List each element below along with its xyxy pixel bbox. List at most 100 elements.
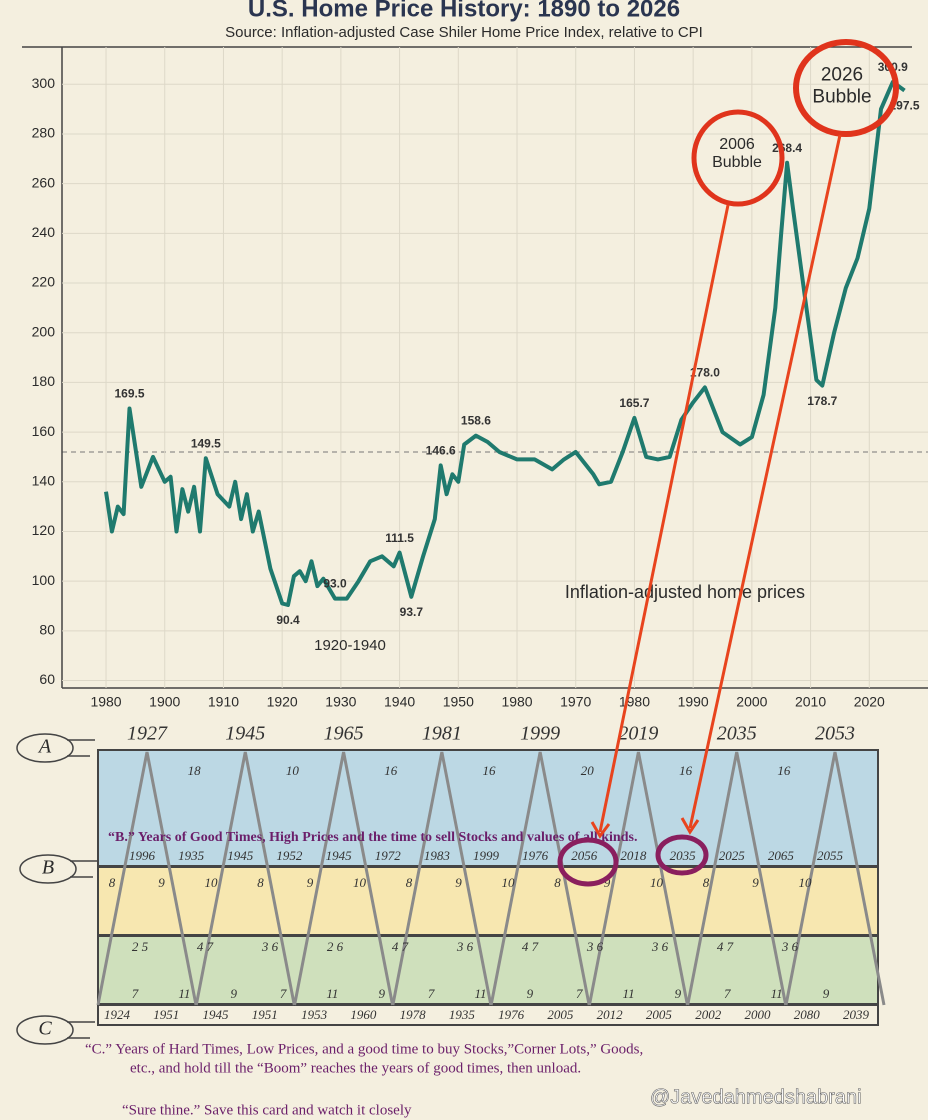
footer: “Sure thine.” Save this card and watch i…	[122, 1102, 412, 1118]
b-years: 1999	[473, 848, 500, 863]
chart-subtitle: Source: Inflation-adjusted Case Shiler H…	[225, 24, 703, 41]
yellow-numbers: 10	[650, 875, 664, 890]
bubble-circle	[793, 39, 899, 137]
b-years: 2056	[571, 848, 598, 863]
x-tick-label: 1900	[149, 694, 180, 710]
c-years: 1976	[498, 1007, 525, 1022]
band-c	[97, 1004, 879, 1026]
x-tick-label: 1950	[443, 694, 474, 710]
annotation: 2026 Bubble	[812, 64, 871, 107]
green-bottom: 11	[326, 986, 338, 1001]
a-year: 1965	[324, 723, 364, 745]
green-pairs: 2 6	[327, 939, 344, 954]
a-year: 1927	[127, 723, 168, 745]
c-years: 2012	[597, 1007, 624, 1022]
green-bottom: 11	[623, 986, 635, 1001]
b-years: 1945	[227, 848, 254, 863]
green-bottom: 7	[132, 986, 139, 1001]
x-tick-label: 1990	[678, 694, 709, 710]
c-years: 2002	[695, 1007, 722, 1022]
y-tick-label: 240	[32, 224, 56, 240]
a-duration: 16	[679, 763, 693, 778]
chart-title: U.S. Home Price History: 1890 to 2026	[248, 0, 680, 22]
y-tick-label: 180	[32, 373, 56, 389]
green-bottom: 9	[527, 986, 534, 1001]
c-years: 1978	[400, 1007, 427, 1022]
green-bottom: 7	[280, 986, 287, 1001]
a-duration: 16	[384, 763, 398, 778]
c-text: etc., and hold till the “Boom” reaches t…	[130, 1060, 581, 1076]
x-tick-label: 2020	[854, 694, 885, 710]
green-bottom: 7	[724, 986, 731, 1001]
a-year: 2035	[717, 723, 757, 745]
a-duration: 16	[777, 763, 791, 778]
x-tick-label: 1920	[267, 694, 298, 710]
c-years: 2080	[794, 1007, 821, 1022]
green-pairs: 4 7	[522, 939, 539, 954]
c-years: 1945	[203, 1007, 230, 1022]
c-years: 2005	[646, 1007, 673, 1022]
a-year: 2019	[618, 723, 658, 745]
row-pointer	[70, 860, 98, 878]
b-years: 1945	[326, 848, 353, 863]
x-tick-label: 1940	[384, 694, 415, 710]
a-duration: 16	[483, 763, 497, 778]
green-pairs: 3 6	[781, 939, 799, 954]
yellow-numbers: 8	[406, 875, 413, 890]
cycle-zigzag	[391, 751, 493, 1006]
y-tick-label: 120	[32, 522, 56, 538]
yellow-numbers: 9	[158, 875, 165, 890]
cycle-zigzag	[784, 751, 886, 1006]
y-tick-label: 220	[32, 274, 56, 290]
green-pairs: 2 5	[132, 939, 149, 954]
yellow-numbers: 9	[307, 875, 314, 890]
row-pointer	[67, 1021, 95, 1039]
row-label: C	[38, 1018, 52, 1040]
y-tick-label: 100	[32, 572, 56, 588]
watermark: @Javedahmedshabrani	[650, 1086, 862, 1108]
green-bottom: 9	[823, 986, 830, 1001]
green-bottom: 7	[576, 986, 583, 1001]
highlight-circle	[655, 834, 709, 876]
arrow-head	[680, 817, 700, 835]
c-years: 2000	[744, 1007, 771, 1022]
green-bottom: 9	[230, 986, 237, 1001]
data-label: 158.6	[461, 414, 491, 428]
data-label: 93.7	[400, 605, 424, 619]
b-years: 1983	[424, 848, 451, 863]
cycle-zigzag	[96, 751, 198, 1006]
cycle-zigzag	[489, 751, 591, 1006]
a-duration: 10	[286, 763, 300, 778]
row-pointer	[19, 854, 77, 884]
arrow	[688, 134, 842, 829]
y-tick-label: 260	[32, 174, 56, 190]
c-years: 1951	[153, 1007, 179, 1022]
y-tick-label: 60	[39, 671, 55, 687]
green-bottom: 11	[771, 986, 783, 1001]
row-label: A	[37, 736, 52, 758]
yellow-numbers: 8	[109, 875, 116, 890]
x-tick-label: 2000	[736, 694, 767, 710]
b-years: 2018	[620, 848, 647, 863]
row-pointer	[16, 1015, 74, 1045]
c-text: “C.” Years of Hard Times, Low Prices, an…	[85, 1041, 643, 1057]
a-year: 1999	[520, 723, 560, 745]
band-mid	[97, 866, 879, 936]
b-years: 2065	[768, 848, 795, 863]
c-years: 1951	[252, 1007, 278, 1022]
data-label: 90.4	[276, 613, 300, 627]
yellow-numbers: 8	[257, 875, 264, 890]
a-year: 1945	[225, 723, 265, 745]
yellow-numbers: 10	[205, 875, 219, 890]
data-label: 178.7	[807, 394, 837, 408]
x-tick-label: 1970	[560, 694, 591, 710]
cycle-zigzag	[686, 751, 788, 1006]
annotation: 1920-1940	[314, 637, 386, 654]
yellow-numbers: 9	[604, 875, 611, 890]
yellow-numbers: 9	[455, 875, 462, 890]
arrow	[598, 204, 730, 833]
data-label: 178.0	[690, 366, 720, 380]
x-tick-label: 1980	[619, 694, 650, 710]
green-pairs: 3 6	[651, 939, 669, 954]
annotation: Inflation-adjusted home prices	[565, 582, 805, 602]
